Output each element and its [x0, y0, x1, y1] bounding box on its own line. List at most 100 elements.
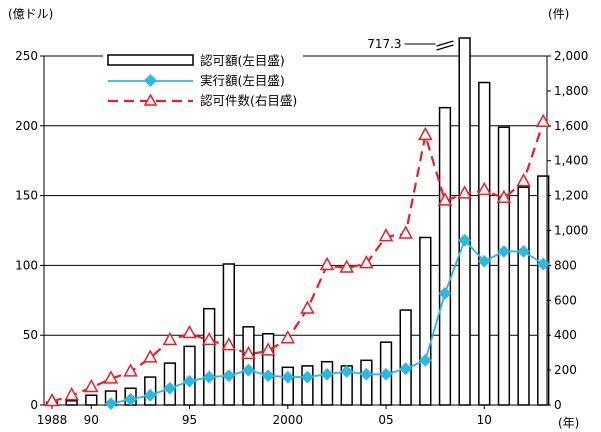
executed-amount-point — [301, 370, 314, 384]
executed-amount-point — [202, 370, 216, 384]
approved-count-point — [103, 370, 119, 384]
executed-amount-point — [104, 397, 118, 410]
approved-count-point — [280, 330, 296, 344]
executed-amount-point — [222, 369, 236, 383]
approved-count-point — [398, 225, 413, 239]
approved-count-point — [378, 228, 394, 242]
approved-amount-bar — [497, 126, 511, 406]
approved-count-point — [123, 363, 138, 377]
approved-count-point — [201, 331, 217, 346]
approved-amount-bar — [458, 37, 471, 406]
approved-count-point — [535, 113, 551, 128]
break-slash — [436, 40, 454, 47]
approved-amount-bar — [517, 186, 530, 406]
break-slash — [436, 44, 454, 51]
approved-amount-bar — [478, 81, 491, 406]
legend-approved-amount: 認可額(左目盛) — [200, 53, 285, 68]
x-tick-label: 95 — [182, 413, 197, 427]
legend-count-marker — [143, 93, 158, 106]
executed-amount-point — [320, 367, 334, 381]
approved-amount-bar — [65, 400, 78, 406]
x-axis-ticks: 1988 90 95 2000 05 10 — [37, 405, 492, 427]
approved-count-point — [44, 392, 60, 407]
executed-amount-point — [360, 367, 373, 381]
executed-amount-line — [104, 233, 550, 410]
x-tick-label: 90 — [84, 413, 99, 427]
approved-count-point — [437, 192, 453, 206]
right-tick-label: 800 — [554, 258, 577, 272]
approved-count-point — [300, 300, 315, 314]
axis-break-marker — [404, 40, 454, 51]
legend: 認可額(左目盛) 実行額(左目盛) 認可件数(右目盛) — [103, 45, 303, 112]
right-tick-label: 600 — [554, 293, 577, 307]
approved-count-point — [359, 255, 374, 269]
approved-count-point — [516, 173, 531, 187]
approved-count-point — [457, 185, 472, 199]
right-tick-label: 1,600 — [554, 119, 588, 133]
legend-executed-amount: 実行額(左目盛) — [200, 73, 285, 88]
executed-amount-point — [340, 365, 354, 378]
right-tick-label: 400 — [554, 328, 577, 342]
executed-amount-point — [418, 353, 432, 367]
approved-amount-bar — [85, 394, 98, 406]
approved-count-point — [477, 181, 492, 196]
approved-count-point — [319, 256, 335, 271]
executed-amount-point — [399, 362, 413, 376]
approved-count-point — [64, 387, 79, 401]
executed-amount-point — [458, 233, 471, 247]
approved-count-point — [84, 378, 99, 393]
approved-count-point — [162, 331, 178, 346]
left-tick-label: 0 — [30, 398, 38, 412]
executed-amount-point — [497, 245, 511, 258]
legend-approved-count: 認可件数(右目盛) — [200, 93, 297, 108]
right-tick-label: 0 — [554, 398, 562, 412]
executed-amount-point — [379, 367, 393, 381]
approved-amount-bar — [360, 359, 373, 406]
break-value-label: 717.3 — [367, 37, 401, 51]
approved-count-point — [241, 345, 256, 360]
approved-count-point — [182, 324, 197, 339]
right-axis-unit: (件) — [548, 7, 569, 21]
right-tick-label: 1,400 — [554, 154, 588, 168]
approved-amount-bar — [419, 236, 432, 406]
left-tick-label: 100 — [15, 258, 38, 272]
right-tick-label: 1,000 — [554, 224, 588, 238]
executed-amount-point — [261, 369, 275, 383]
right-tick-label: 200 — [554, 363, 577, 377]
approved-count-point — [496, 189, 512, 203]
legend-executed-marker — [144, 74, 157, 87]
approved-count-line — [44, 113, 551, 407]
approved-amount-bar — [399, 309, 412, 406]
approved-count-point — [142, 349, 158, 363]
executed-amount-point — [242, 363, 255, 377]
executed-amount-point — [477, 254, 491, 268]
executed-amount-point — [143, 388, 157, 402]
approved-amount-bar — [203, 307, 216, 406]
right-tick-label: 1,800 — [554, 84, 588, 98]
executed-amount-point — [124, 393, 137, 406]
executed-amount-point — [163, 381, 177, 395]
right-tick-label: 1,200 — [554, 189, 588, 203]
left-axis-ticks: 0 50 100 150 200 250 — [15, 49, 44, 412]
x-tick-label: 2000 — [273, 413, 304, 427]
left-tick-label: 50 — [23, 328, 38, 342]
right-axis-ticks: 0 200 400 600 800 1,000 1,200 1,400 1,600 1,800 2,… — [547, 49, 588, 412]
left-tick-label: 250 — [15, 49, 38, 63]
approved-count-point — [221, 337, 237, 351]
x-axis-unit: (年) — [558, 416, 579, 430]
approved-count-point — [260, 342, 276, 356]
approved-amount-bar — [222, 263, 235, 406]
executed-amount-point — [183, 374, 196, 388]
left-tick-label: 200 — [15, 119, 38, 133]
executed-amount-point — [438, 286, 452, 300]
x-tick-label: 1988 — [37, 413, 68, 427]
x-tick-label: 10 — [477, 413, 492, 427]
left-tick-label: 150 — [15, 189, 38, 203]
right-tick-label: 2,000 — [554, 49, 588, 63]
approved-count-point — [418, 126, 433, 141]
legend-bar-swatch — [107, 54, 194, 66]
approved-amount-bar — [438, 106, 452, 406]
left-axis-unit: (億ドル) — [8, 7, 53, 21]
x-tick-label: 05 — [378, 413, 393, 427]
